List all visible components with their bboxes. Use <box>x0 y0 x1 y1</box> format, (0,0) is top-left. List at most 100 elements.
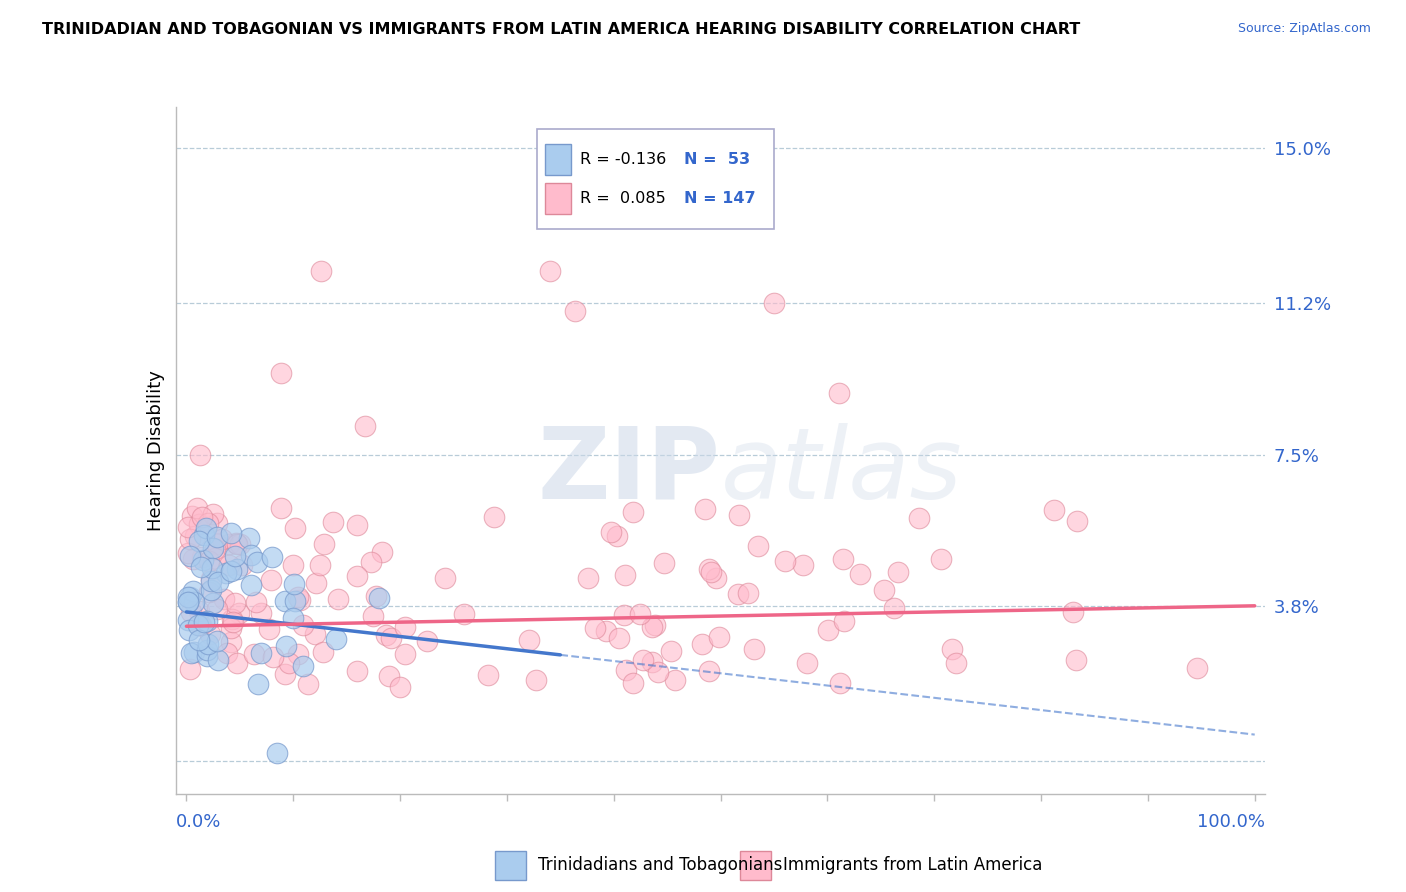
Point <box>212 591 235 606</box>
Text: Source: ZipAtlas.com: Source: ZipAtlas.com <box>1237 22 1371 36</box>
Point <box>737 586 759 600</box>
Point <box>228 606 250 620</box>
Point <box>180 605 202 619</box>
Point <box>517 632 540 647</box>
Point <box>204 542 226 557</box>
Point <box>221 525 243 540</box>
Point <box>278 656 301 670</box>
Point <box>704 571 727 585</box>
Point <box>198 585 221 599</box>
Point <box>219 621 242 635</box>
Point <box>179 662 201 676</box>
Point <box>195 649 218 664</box>
Point <box>434 571 457 585</box>
Point <box>700 565 723 579</box>
Point <box>197 516 219 531</box>
Point <box>270 366 292 380</box>
Point <box>205 634 228 648</box>
Point <box>576 571 599 585</box>
Point <box>773 554 796 568</box>
Point <box>190 617 212 632</box>
Point <box>207 602 229 616</box>
Point <box>645 182 668 196</box>
Point <box>226 562 249 576</box>
Point <box>607 631 630 645</box>
Point <box>246 555 269 569</box>
Point <box>367 591 389 605</box>
Point <box>274 640 297 654</box>
Point <box>187 617 209 632</box>
Point <box>297 677 319 691</box>
Point <box>600 524 623 539</box>
Point <box>633 653 655 667</box>
Point <box>690 637 713 651</box>
Point <box>270 500 292 515</box>
Text: 0.0%: 0.0% <box>176 814 221 831</box>
Point <box>652 556 675 570</box>
Point <box>389 680 412 694</box>
Point <box>416 633 439 648</box>
Point <box>284 594 307 608</box>
Point <box>193 528 215 542</box>
Point <box>200 574 222 588</box>
Point <box>239 548 262 562</box>
Point <box>186 500 208 515</box>
Point <box>190 560 212 574</box>
Point <box>322 515 344 529</box>
Point <box>243 647 266 661</box>
Point <box>697 664 720 678</box>
Point <box>211 532 233 546</box>
Point <box>290 593 312 607</box>
Point <box>219 634 242 648</box>
Point <box>292 618 315 632</box>
Point <box>188 618 211 632</box>
Text: TRINIDADIAN AND TOBAGONIAN VS IMMIGRANTS FROM LATIN AMERICA HEARING DISABILITY C: TRINIDADIAN AND TOBAGONIAN VS IMMIGRANTS… <box>42 22 1080 37</box>
Point <box>659 644 682 658</box>
Point <box>727 508 749 522</box>
Point <box>224 549 246 563</box>
Point <box>614 567 637 582</box>
Point <box>849 566 872 581</box>
Point <box>832 614 855 628</box>
Point <box>606 529 628 543</box>
Point <box>181 584 204 599</box>
Point <box>887 565 910 579</box>
Text: 100.0%: 100.0% <box>1198 814 1265 831</box>
Point <box>260 573 283 587</box>
Point <box>394 647 416 661</box>
Point <box>245 595 267 609</box>
Point <box>176 590 198 604</box>
Point <box>641 620 664 634</box>
Point <box>246 676 269 690</box>
Point <box>378 669 401 683</box>
Point <box>1066 514 1088 528</box>
Point <box>195 643 218 657</box>
Point <box>370 545 392 559</box>
Point <box>226 657 249 671</box>
Point <box>207 530 229 544</box>
Point <box>184 529 207 543</box>
Point <box>524 673 547 688</box>
Point <box>177 520 200 534</box>
Point <box>762 296 785 310</box>
Text: atlas: atlas <box>721 423 962 519</box>
Point <box>346 664 368 678</box>
Point <box>218 558 240 572</box>
Point <box>177 624 200 638</box>
Point <box>538 263 561 277</box>
Point <box>222 615 245 629</box>
Point <box>1064 653 1087 667</box>
Point <box>179 590 201 604</box>
Point <box>304 627 326 641</box>
Point <box>179 533 201 547</box>
Point <box>664 673 686 687</box>
Point <box>176 595 198 609</box>
Point <box>239 578 262 592</box>
Point <box>207 574 229 589</box>
Point <box>238 531 260 545</box>
Point <box>225 536 247 550</box>
Point <box>326 591 349 606</box>
Point <box>873 582 896 597</box>
Point <box>828 676 851 690</box>
Point <box>191 553 214 567</box>
